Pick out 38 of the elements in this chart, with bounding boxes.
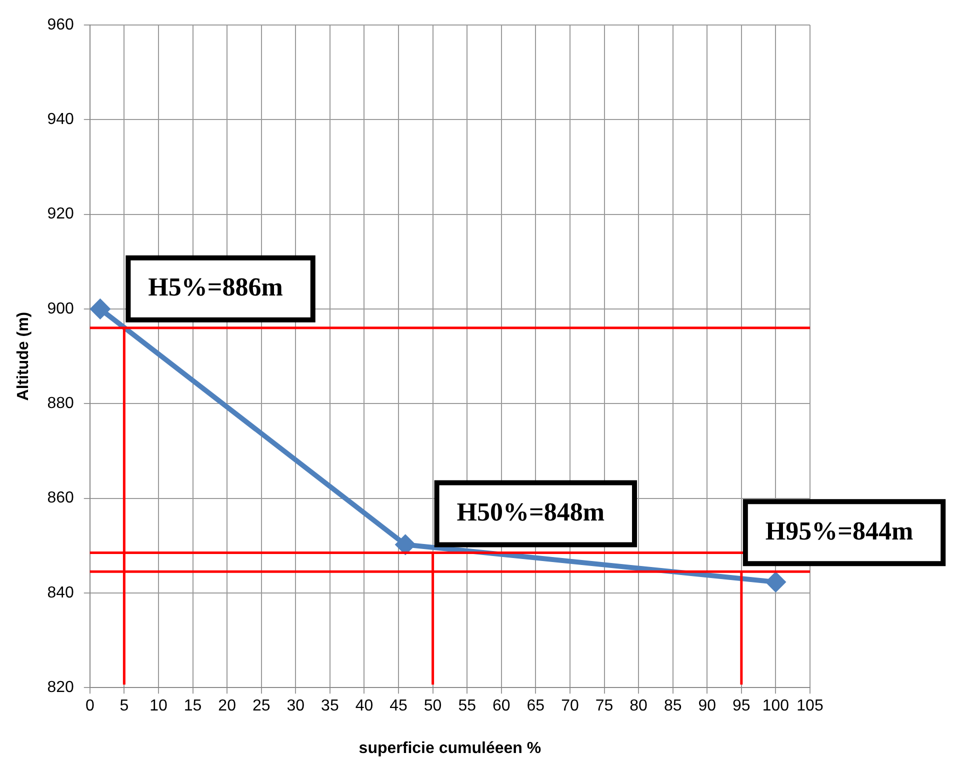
- x-tick-label: 35: [321, 698, 339, 715]
- point: [396, 535, 415, 554]
- x-tick-label: 75: [595, 698, 614, 715]
- x-axis-title: superficie cumuléeen %: [358, 740, 542, 757]
- x-tick-label: 70: [561, 698, 579, 715]
- x-tick-label: 80: [630, 698, 648, 715]
- y-tick-label: 900: [47, 300, 74, 318]
- point: [766, 572, 786, 592]
- y-tick-label: 880: [47, 395, 74, 412]
- y-tick-label: 940: [47, 111, 74, 128]
- y-tick-label: 820: [47, 679, 74, 696]
- x-tick-label: 40: [355, 698, 374, 715]
- x-tick-label: 30: [286, 698, 305, 715]
- x-tick-label: 20: [218, 698, 236, 715]
- annotation: H95%=844m: [765, 516, 914, 546]
- point: [90, 299, 110, 318]
- x-tick-label: 0: [85, 698, 94, 715]
- y-tick-label: 860: [47, 490, 74, 507]
- annotation: H5%=886m: [148, 272, 284, 302]
- x-tick-label: 85: [664, 698, 682, 715]
- y-axis-title: Altitude (m): [15, 312, 32, 401]
- x-tick-label: 95: [732, 698, 750, 715]
- x-tick-label: 90: [698, 698, 716, 715]
- x-tick-label: 60: [492, 698, 510, 715]
- x-tick-label: 65: [526, 698, 545, 715]
- x-tick-label: 45: [390, 698, 408, 715]
- x-tick-label: 25: [252, 698, 270, 715]
- x-tick-label: 10: [150, 698, 168, 715]
- x-tick-label: 105: [796, 698, 824, 715]
- x-tick-label: 15: [184, 698, 202, 715]
- y-tick-label: 920: [47, 206, 74, 223]
- y-tick-label: 840: [47, 584, 74, 602]
- x-tick-label: 100: [762, 698, 790, 715]
- annotation: H50%=848m: [456, 497, 605, 526]
- x-tick-label: 50: [424, 698, 442, 715]
- y-tick-label: 960: [47, 16, 74, 34]
- x-tick-label: 5: [120, 698, 129, 715]
- x-tick-label: 55: [458, 698, 476, 715]
